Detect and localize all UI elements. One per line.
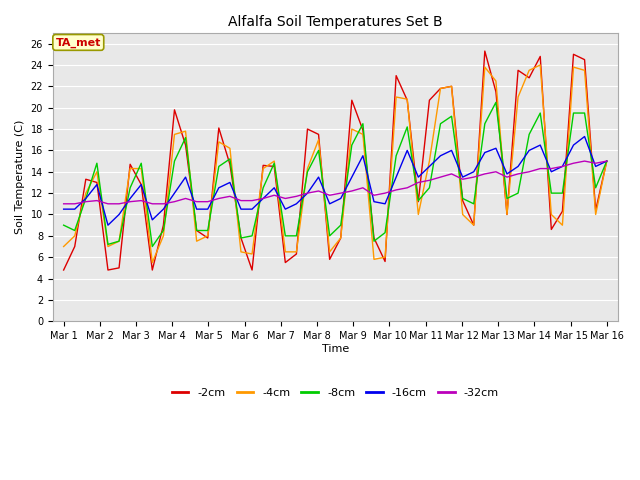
X-axis label: Time: Time xyxy=(321,344,349,354)
Y-axis label: Soil Temperature (C): Soil Temperature (C) xyxy=(15,120,25,234)
Title: Alfalfa Soil Temperatures Set B: Alfalfa Soil Temperatures Set B xyxy=(228,15,442,29)
Legend: -2cm, -4cm, -8cm, -16cm, -32cm: -2cm, -4cm, -8cm, -16cm, -32cm xyxy=(168,384,503,402)
Text: TA_met: TA_met xyxy=(56,37,101,48)
